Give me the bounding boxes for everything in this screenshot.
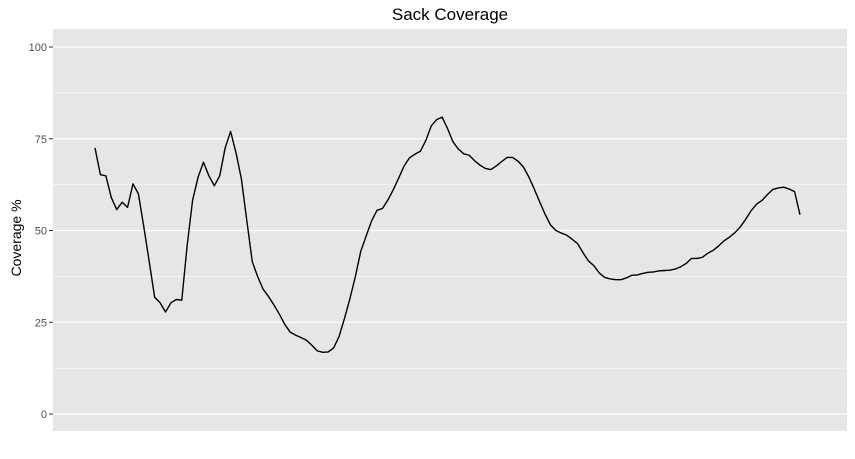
series-line: [94, 116, 801, 354]
y-axis-label: Coverage %: [8, 199, 24, 276]
y-tick-label: 75: [35, 134, 47, 146]
y-axis-ticks: 0 25 50 75 100: [29, 42, 53, 421]
y-tick-label: 50: [35, 226, 47, 238]
y-tick-label: 0: [41, 409, 47, 421]
series-layer: [94, 116, 801, 354]
chart-title: Sack Coverage: [392, 5, 508, 24]
grid-lines: [53, 46, 847, 415]
y-tick-label: 25: [35, 317, 47, 329]
y-tick-label: 100: [29, 42, 47, 54]
